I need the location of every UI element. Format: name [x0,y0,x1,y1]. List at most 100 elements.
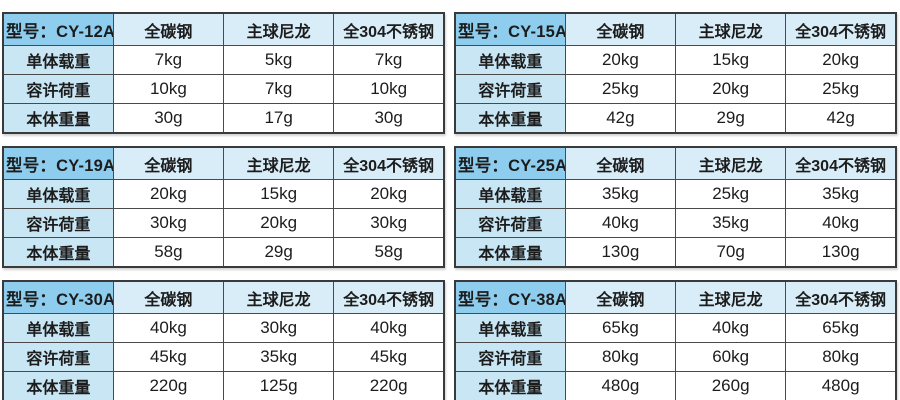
column-header-nylon: 主球尼龙 [222,146,335,180]
row-label-body-weight: 本体重量 [2,103,114,134]
value-cell: 40kg [333,313,445,343]
row-label-body-weight: 本体重量 [454,103,566,134]
value-cell: 80kg [785,342,897,372]
column-header-carbon-steel: 全碳钢 [112,280,225,314]
value-cell: 10kg [112,74,225,104]
value-cell: 40kg [112,313,225,343]
model-cell: 型号：CY-38A [454,280,566,314]
row-label-body-weight: 本体重量 [2,237,114,268]
row-label-allowable-load: 容许荷重 [454,208,566,238]
row-label-allowable-load: 容许荷重 [2,208,114,238]
table-row: 本体重量 30g 17g 30g [2,103,445,134]
value-cell: 30kg [112,208,225,238]
value-cell: 29g [674,103,787,134]
value-cell: 7kg [333,45,445,75]
value-cell: 30kg [333,208,445,238]
value-cell: 40kg [785,208,897,238]
column-header-stainless: 全304不锈钢 [333,146,445,180]
value-cell: 25kg [674,179,787,209]
value-cell: 42g [564,103,677,134]
table-row: 本体重量 42g 29g 42g [454,103,897,134]
value-cell: 35kg [564,179,677,209]
value-cell: 130g [785,237,897,268]
value-cell: 125g [222,371,335,400]
value-cell: 25kg [785,74,897,104]
row-label-unit-load: 单体载重 [454,313,566,343]
column-header-nylon: 主球尼龙 [674,146,787,180]
table-row: 本体重量 220g 125g 220g [2,371,445,400]
table-row: 容许荷重 25kg 20kg 25kg [454,74,897,104]
row-label-unit-load: 单体载重 [2,313,114,343]
table-row: 单体载重 40kg 30kg 40kg [2,313,445,343]
column-header-carbon-steel: 全碳钢 [564,280,677,314]
value-cell: 17g [222,103,335,134]
row-label-body-weight: 本体重量 [454,237,566,268]
value-cell: 65kg [785,313,897,343]
value-cell: 35kg [674,208,787,238]
model-cell: 型号：CY-12A [2,12,114,46]
spec-table-cy-38a: 型号：CY-38A 全碳钢 主球尼龙 全304不锈钢 单体载重 65kg 40k… [454,280,897,400]
column-header-nylon: 主球尼龙 [222,12,335,46]
column-header-carbon-steel: 全碳钢 [564,146,677,180]
value-cell: 220g [333,371,445,400]
value-cell: 480g [564,371,677,400]
row-label-body-weight: 本体重量 [454,371,566,400]
model-cell: 型号：CY-30A [2,280,114,314]
column-header-stainless: 全304不锈钢 [785,280,897,314]
value-cell: 40kg [564,208,677,238]
value-cell: 45kg [112,342,225,372]
value-cell: 20kg [112,179,225,209]
value-cell: 30g [112,103,225,134]
value-cell: 5kg [222,45,335,75]
value-cell: 40kg [674,313,787,343]
column-header-stainless: 全304不锈钢 [333,12,445,46]
row-label-allowable-load: 容许荷重 [2,342,114,372]
table-row: 本体重量 480g 260g 480g [454,371,897,400]
value-cell: 15kg [674,45,787,75]
row-label-unit-load: 单体载重 [454,45,566,75]
column-header-carbon-steel: 全碳钢 [564,12,677,46]
value-cell: 25kg [564,74,677,104]
value-cell: 35kg [785,179,897,209]
column-header-stainless: 全304不锈钢 [333,280,445,314]
value-cell: 10kg [333,74,445,104]
row-label-unit-load: 单体载重 [2,179,114,209]
value-cell: 220g [112,371,225,400]
spec-table-cy-30a: 型号：CY-30A 全碳钢 主球尼龙 全304不锈钢 单体载重 40kg 30k… [2,280,445,400]
table-row: 容许荷重 10kg 7kg 10kg [2,74,445,104]
table-row: 本体重量 130g 70g 130g [454,237,897,268]
column-header-stainless: 全304不锈钢 [785,146,897,180]
value-cell: 30g [333,103,445,134]
row-label-allowable-load: 容许荷重 [2,74,114,104]
table-row: 本体重量 58g 29g 58g [2,237,445,268]
value-cell: 20kg [222,208,335,238]
value-cell: 7kg [112,45,225,75]
spec-table-cy-12a: 型号：CY-12A 全碳钢 主球尼龙 全304不锈钢 单体载重 7kg 5kg … [2,12,445,134]
value-cell: 58g [112,237,225,268]
table-row: 单体载重 20kg 15kg 20kg [2,179,445,209]
column-header-carbon-steel: 全碳钢 [112,12,225,46]
table-row: 单体载重 20kg 15kg 20kg [454,45,897,75]
model-cell: 型号：CY-15A [454,12,566,46]
value-cell: 480g [785,371,897,400]
row-label-allowable-load: 容许荷重 [454,74,566,104]
value-cell: 35kg [222,342,335,372]
value-cell: 30kg [222,313,335,343]
column-header-carbon-steel: 全碳钢 [112,146,225,180]
value-cell: 42g [785,103,897,134]
table-row: 容许荷重 30kg 20kg 30kg [2,208,445,238]
column-header-nylon: 主球尼龙 [674,280,787,314]
value-cell: 20kg [333,179,445,209]
column-header-stainless: 全304不锈钢 [785,12,897,46]
value-cell: 260g [674,371,787,400]
value-cell: 130g [564,237,677,268]
model-cell: 型号：CY-25A [454,146,566,180]
value-cell: 20kg [785,45,897,75]
row-label-allowable-load: 容许荷重 [454,342,566,372]
spec-table-cy-15a: 型号：CY-15A 全碳钢 主球尼龙 全304不锈钢 单体载重 20kg 15k… [454,12,897,134]
value-cell: 20kg [674,74,787,104]
spec-table-cy-19a: 型号：CY-19A 全碳钢 主球尼龙 全304不锈钢 单体载重 20kg 15k… [2,146,445,268]
table-row: 容许荷重 40kg 35kg 40kg [454,208,897,238]
table-row: 单体载重 35kg 25kg 35kg [454,179,897,209]
spec-table-cy-25a: 型号：CY-25A 全碳钢 主球尼龙 全304不锈钢 单体载重 35kg 25k… [454,146,897,268]
